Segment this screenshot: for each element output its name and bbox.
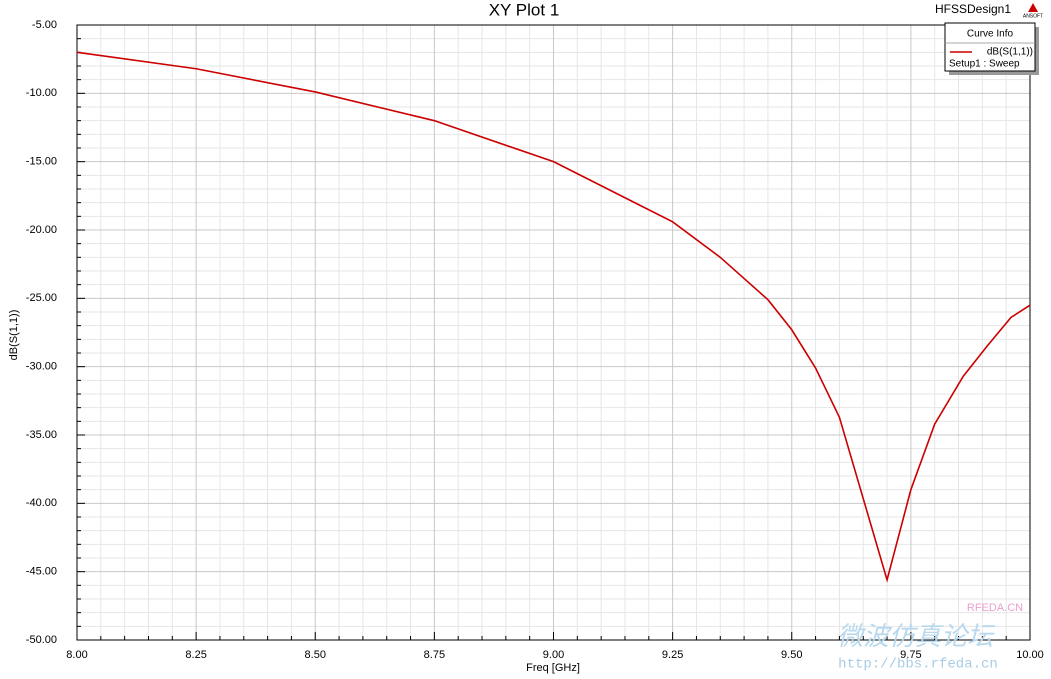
y-tick-label: -20.00 [26,224,57,236]
y-tick-label: -15.00 [26,156,57,168]
y-tick-label: -45.00 [26,566,57,578]
logo-icon [1028,3,1038,12]
legend-entry: dB(S(1,1)) [987,47,1033,58]
y-tick-label: -5.00 [32,19,57,31]
series-line [76,51,1031,583]
x-tick-label: 9.00 [543,649,564,661]
y-tick-label: -50.00 [26,634,57,646]
plot-frame [76,24,1031,641]
y-tick-label: -10.00 [26,87,57,99]
watermark: http://bbs.rfeda.cn [838,657,998,673]
x-tick-label: 8.75 [424,649,445,661]
x-tick-label: 9.50 [781,649,802,661]
legend-setup: Setup1 : Sweep [949,59,1020,70]
x-tick-label: 8.00 [66,649,87,661]
watermark: 微波仿真论坛 [837,621,996,651]
x-axis-label: Freq [GHz] [526,662,580,674]
y-axis-label: dB(S(1,1)) [8,310,20,361]
watermark: RFEDA.CN [967,602,1023,614]
y-tick-label: -40.00 [26,497,57,509]
chart-title: XY Plot 1 [489,0,560,19]
legend-title: Curve Info [967,29,1014,40]
y-tick-label: -25.00 [26,292,57,304]
x-tick-label: 9.75 [900,649,921,661]
x-tick-label: 8.50 [305,649,326,661]
design-name: HFSSDesign1 [935,2,1011,16]
x-tick-label: 10.00 [1016,649,1044,661]
legend-box [944,22,1036,72]
y-tick-label: -30.00 [26,361,57,373]
x-tick-label: 8.25 [185,649,206,661]
y-tick-label: -35.00 [26,429,57,441]
logo-text: ANSOFT [1023,13,1043,19]
x-tick-label: 9.25 [662,649,683,661]
